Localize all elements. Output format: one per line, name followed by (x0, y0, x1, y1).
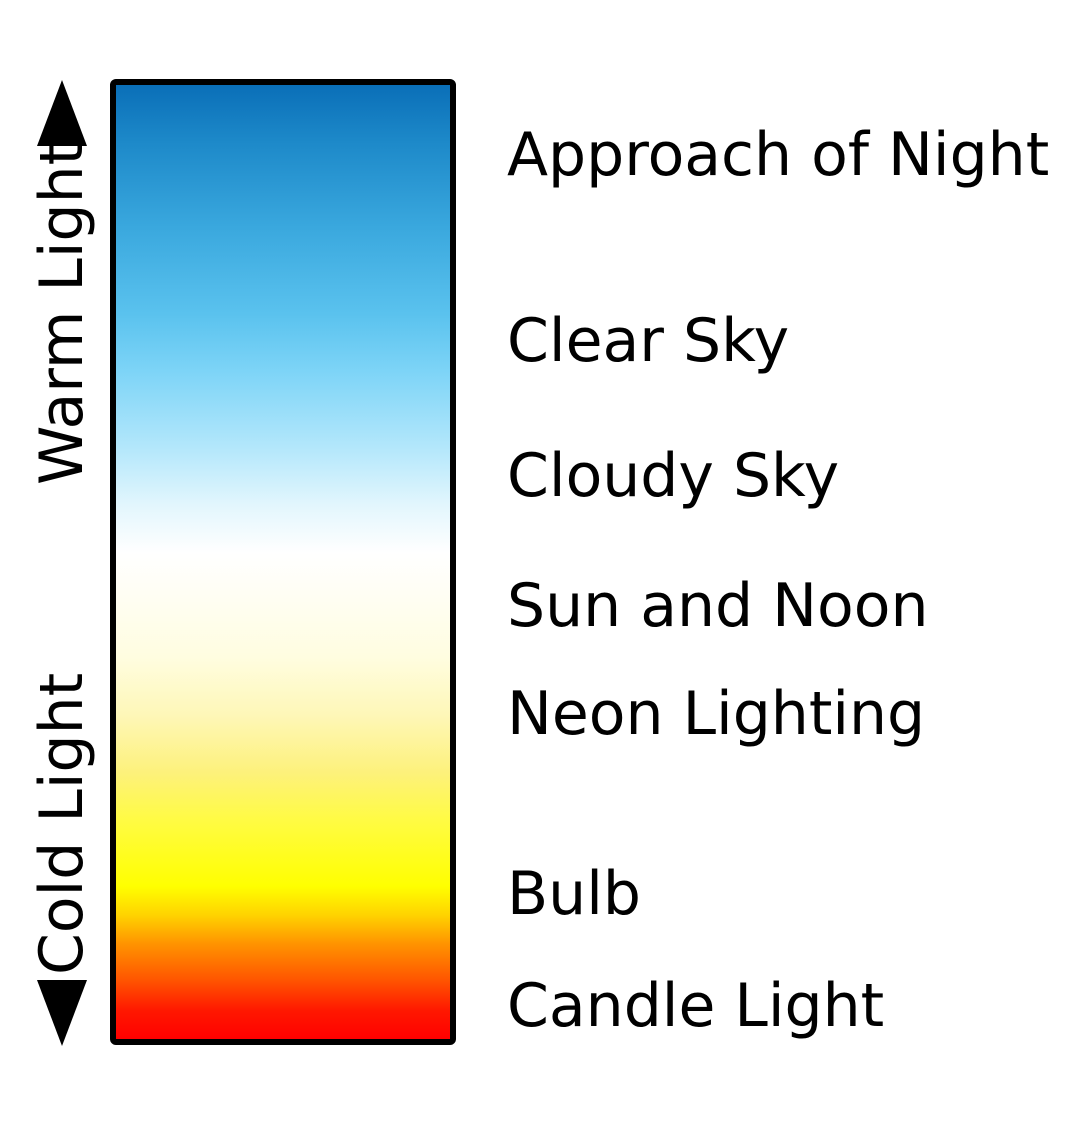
label-cloudy-sky: Cloudy Sky (507, 441, 840, 511)
color-temperature-gradient-bar (110, 79, 456, 1045)
arrow-down-icon (37, 980, 87, 1046)
label-clear-sky: Clear Sky (507, 306, 790, 376)
cold-light-axis-label: Cold Light (27, 672, 97, 975)
label-neon-lighting: Neon Lighting (507, 679, 926, 749)
label-bulb: Bulb (507, 859, 641, 929)
label-approach-of-night: Approach of Night (507, 120, 1050, 190)
arrow-up-icon (37, 80, 87, 146)
label-sun-and-noon: Sun and Noon (507, 571, 929, 641)
label-candle-light: Candle Light (507, 971, 885, 1041)
warm-light-axis-label: Warm Light (27, 141, 97, 485)
